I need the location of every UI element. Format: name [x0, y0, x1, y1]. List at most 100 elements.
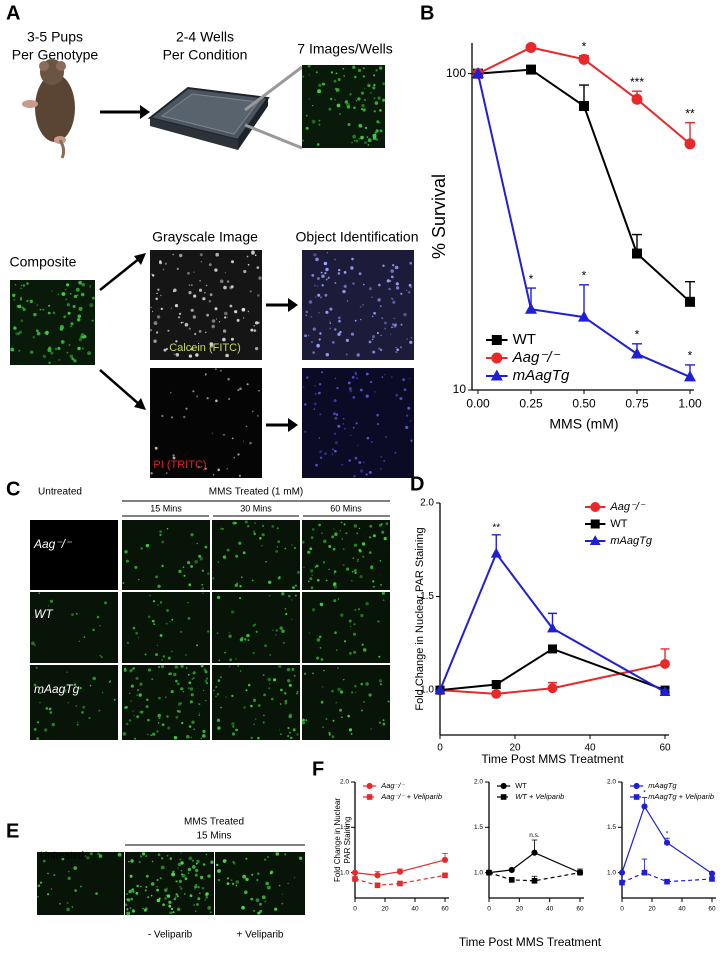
cell-dot: [212, 577, 215, 580]
cell-dot: [352, 134, 357, 139]
cell-dot: [281, 893, 283, 895]
cell-dot: [277, 540, 281, 544]
cell-dot: [387, 700, 390, 703]
cell-dot: [69, 293, 72, 295]
cell-dot: [342, 67, 345, 70]
cell-dot: [194, 885, 198, 889]
cell-dot: [354, 691, 357, 694]
cell-dot: [211, 324, 215, 329]
cell-dot: [128, 889, 132, 894]
cell-dot: [311, 528, 315, 531]
cell-dot: [369, 536, 371, 539]
cell-dot: [268, 580, 272, 584]
cell-dot: [340, 613, 344, 617]
micrograph-bg: [122, 665, 210, 740]
cell-dot: [342, 564, 345, 567]
cell-dot: [26, 299, 29, 303]
step-label: Object Identification: [296, 229, 419, 245]
cell-dot: [352, 282, 355, 285]
cell-dot: [231, 722, 235, 726]
cell-dot: [205, 853, 208, 856]
marker: [618, 869, 626, 876]
cell-dot: [311, 274, 315, 277]
cell-dot: [75, 612, 78, 615]
chart: 1.0 1.5 2.0 0 20 40 60 Fold Change in Nuclear P…: [414, 498, 671, 767]
cell-dot: [329, 321, 331, 323]
cell-dot: [204, 374, 207, 376]
cell-dot: [367, 144, 370, 146]
y-tick-label: 2.0: [607, 779, 616, 786]
series-line: [621, 805, 713, 875]
cell-dot: [48, 361, 51, 364]
cell-dot: [222, 329, 227, 333]
step-label: 2-4 Wells: [176, 29, 234, 45]
cell-dot: [254, 623, 257, 625]
cell-dot: [233, 861, 236, 865]
legend-label: WT: [513, 331, 536, 348]
cell-dot: [164, 897, 168, 900]
x-tick-label: 0: [437, 743, 443, 754]
micrograph-bg: [122, 592, 210, 663]
cell-dot: [407, 291, 411, 294]
cell-dot: [239, 670, 242, 672]
cell-dot: [36, 304, 38, 306]
cell-dot: [43, 859, 46, 863]
cell-dot: [159, 530, 162, 533]
cell-dot: [194, 332, 197, 336]
panel-label: C: [6, 478, 20, 500]
cell-dot: [322, 686, 324, 688]
cell-dot: [168, 672, 171, 676]
cell-dot: [373, 97, 376, 100]
cell-dot: [284, 692, 287, 695]
cell-dot: [77, 721, 79, 724]
cell-dot: [329, 322, 332, 325]
cell-dot: [333, 412, 336, 416]
cell-dot: [358, 608, 360, 610]
cell-dot: [373, 110, 376, 113]
micrograph-bg: [302, 368, 414, 478]
cell-dot: [381, 591, 385, 595]
cell-dot: [66, 283, 70, 287]
cell-dot: [323, 539, 327, 544]
cell-dot: [335, 702, 337, 704]
cell-dot: [356, 377, 359, 380]
column-header: Untreated: [38, 487, 82, 498]
cell-dot: [406, 338, 408, 340]
cell-dot: [77, 318, 81, 322]
cell-dot: [322, 726, 324, 729]
marker: [619, 879, 625, 886]
well-plate: [147, 86, 270, 150]
cell-dot: [232, 725, 235, 728]
cell-dot: [130, 700, 132, 702]
cell-dot: [204, 545, 208, 549]
cell-dot: [253, 723, 255, 726]
cell-dot: [12, 293, 16, 297]
micrograph: [124, 852, 214, 916]
cell-dot: [66, 351, 69, 354]
cell-dot: [202, 729, 206, 734]
cell-dot: [180, 870, 183, 872]
cell-dot: [252, 698, 257, 703]
x-tick-label: 60: [441, 905, 449, 912]
cell-dot: [301, 721, 306, 725]
cell-dot: [357, 558, 359, 561]
cell-dot: [293, 876, 296, 879]
cell-dot: [345, 338, 349, 342]
cell-dot: [258, 276, 262, 280]
cell-dot: [327, 276, 330, 279]
cell-dot: [101, 656, 103, 658]
cell-dot: [243, 269, 247, 274]
cell-dot: [183, 574, 186, 577]
cell-dot: [201, 587, 204, 590]
cell-dot: [319, 602, 324, 607]
cell-dot: [99, 625, 101, 627]
cell-dot: [33, 683, 37, 687]
x-tick-label: 40: [678, 905, 686, 912]
cell-dot: [391, 376, 393, 378]
cell-dot: [255, 347, 259, 351]
micrograph: [215, 852, 305, 915]
chart: 10 100 0.00 0.25 0.50 0.75 1.00 % Survival MMS (…: [429, 39, 702, 431]
cell-dot: [358, 272, 362, 276]
marker: [352, 876, 358, 882]
cell-dot: [244, 890, 248, 895]
